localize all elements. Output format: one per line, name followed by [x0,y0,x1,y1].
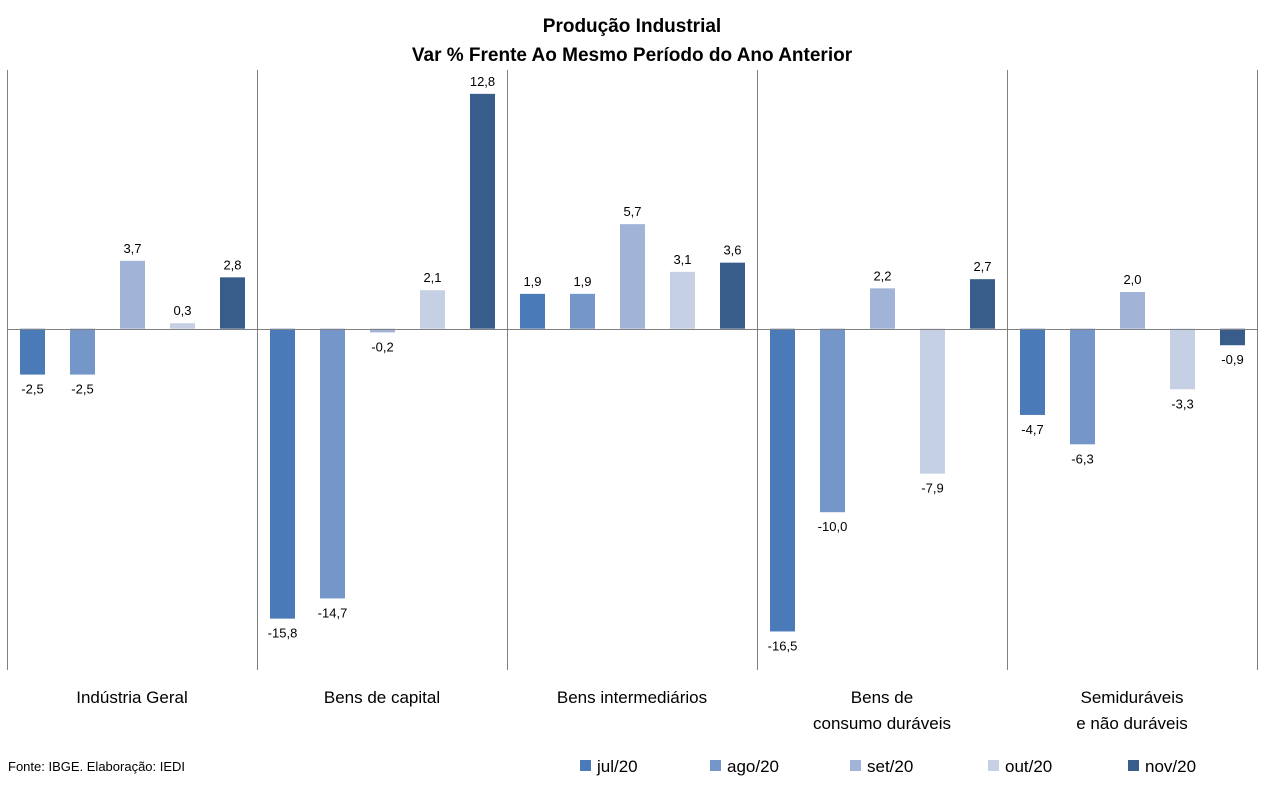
chart-title-line-2: Var % Frente Ao Mesmo Período do Ano Ant… [412,45,853,66]
bar [820,328,845,513]
data-label: 3,6 [723,243,741,258]
bar [320,328,345,599]
bar [70,328,95,375]
data-label: -2,5 [21,382,43,397]
category-label: Bens de capital [324,688,440,707]
data-label: -10,0 [818,519,848,534]
category-label: Indústria Geral [76,688,188,707]
legend-swatch [850,760,861,771]
bar [1070,328,1095,445]
bar [220,277,245,329]
data-label: 0,3 [173,303,191,318]
bar [720,262,745,329]
bar [920,328,945,474]
data-label: 3,1 [673,252,691,267]
data-label: 12,8 [470,74,495,89]
legend-label: nov/20 [1145,757,1196,776]
data-label: -3,3 [1171,396,1193,411]
bar [170,323,195,329]
category-label: e não duráveis [1076,714,1188,733]
data-label: -2,5 [71,382,93,397]
bar [370,328,395,333]
legend-label: jul/20 [596,757,638,776]
legend-label: ago/20 [727,757,779,776]
data-label: -6,3 [1071,451,1093,466]
bar [870,288,895,329]
source-note: Fonte: IBGE. Elaboração: IEDI [8,759,185,774]
data-label: 3,7 [123,241,141,256]
bar [670,271,695,329]
data-label: 2,2 [873,268,891,283]
bar [770,328,795,632]
bar [620,224,645,329]
category-label: Bens intermediários [557,688,707,707]
bar [1220,328,1245,346]
data-label: -0,2 [371,339,393,354]
bar [120,260,145,329]
data-label: 2,1 [423,270,441,285]
bar [570,293,595,329]
data-label: -7,9 [921,481,943,496]
data-label: 2,7 [973,259,991,274]
data-label: 1,9 [523,274,541,289]
data-label: -4,7 [1021,422,1043,437]
data-label: -15,8 [268,626,298,641]
bar [270,328,295,619]
bar [970,279,995,329]
bar [470,93,495,329]
bar [1170,328,1195,390]
legend-swatch [580,760,591,771]
bar [420,290,445,329]
bar [1020,328,1045,415]
bar [20,328,45,375]
data-label: 5,7 [623,204,641,219]
category-label: Bens de [851,688,913,707]
data-label: -0,9 [1221,352,1243,367]
legend-label: set/20 [867,757,913,776]
legend-label: out/20 [1005,757,1052,776]
legend-swatch [1128,760,1139,771]
legend-swatch [988,760,999,771]
data-label: 2,8 [223,257,241,272]
data-label: -16,5 [768,638,798,653]
data-label: 1,9 [573,274,591,289]
category-label: Semiduráveis [1081,688,1184,707]
legend-swatch [710,760,721,771]
data-label: 2,0 [1123,272,1141,287]
legend: jul/20 ago/20 set/20 out/20 nov/20 [580,757,1196,776]
bar [520,293,545,329]
chart-title-line-1: Produção Industrial [543,16,721,37]
plot-area: -2,5 -15,8 1,9 -16,5 -4,7 -2,5 -14,7 1,9 -10,0 -6… [7,70,1258,733]
bar [1120,292,1145,329]
data-label: -14,7 [318,605,348,620]
category-label: consumo duráveis [813,714,951,733]
